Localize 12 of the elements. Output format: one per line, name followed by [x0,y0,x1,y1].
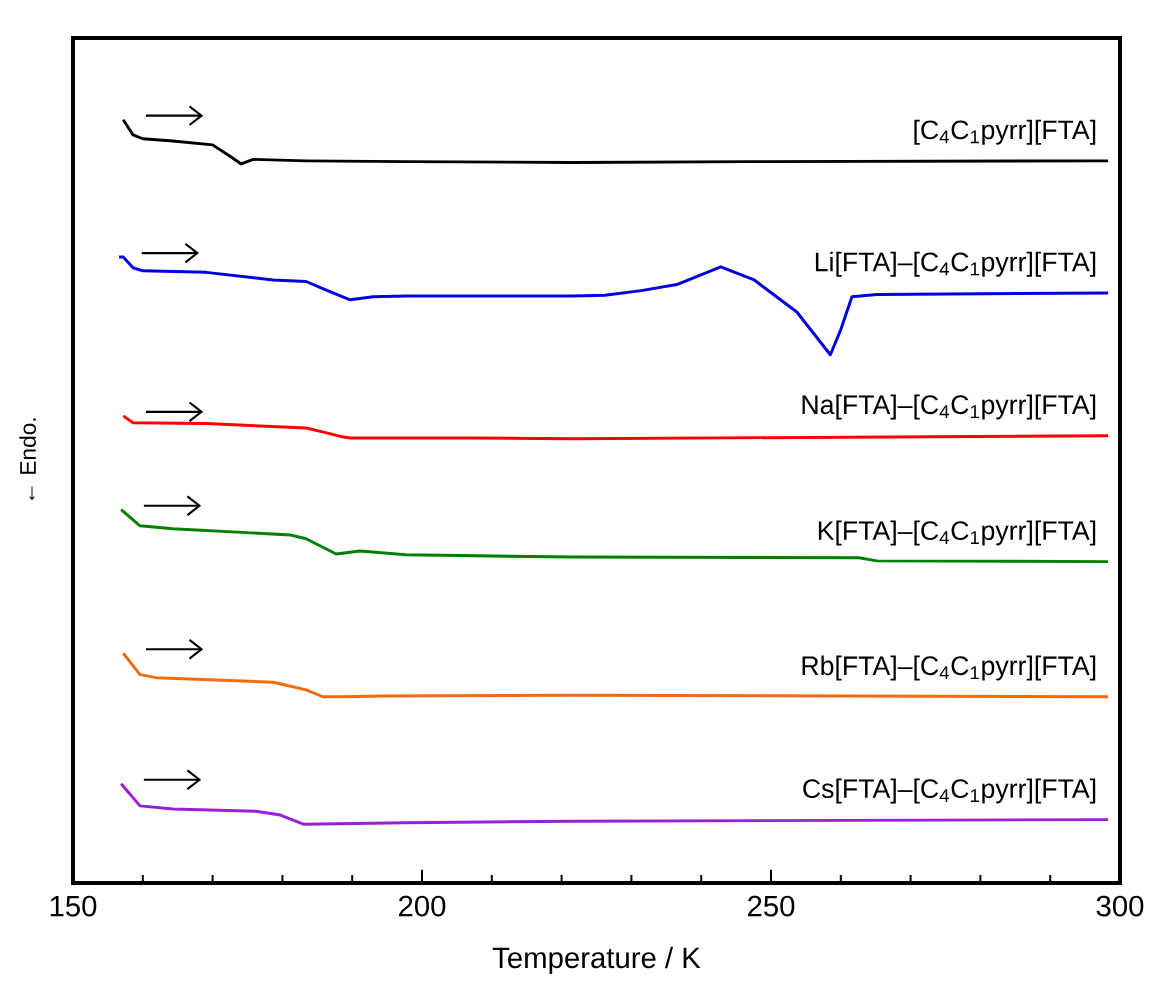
series-label: [C$_{4}$C$_{1}$pyrr][FTA] [914,119,1096,145]
x-tick-label: 300 [1096,895,1144,917]
series-label: Rb[FTA]–[C$_{4}$C$_{1}$pyrr][FTA] [802,655,1096,681]
series-label: Cs[FTA]–[C$_{4}$C$_{1}$pyrr][FTA] [803,778,1096,804]
x-axis-title: Temperature / K [492,946,701,974]
x-tick-label: 200 [399,895,446,917]
series-label: K[FTA]–[C$_{4}$C$_{1}$pyrr][FTA] [818,520,1096,546]
series-label: Na[FTA]–[C$_{4}$C$_{1}$pyrr][FTA] [802,394,1096,420]
y-axis-title: ← Endo. [19,418,36,500]
x-tick-label: 150 [50,895,97,917]
x-tick-label: 250 [748,895,795,917]
series-label: Li[FTA]–[C$_{4}$C$_{1}$pyrr][FTA] [815,251,1096,277]
